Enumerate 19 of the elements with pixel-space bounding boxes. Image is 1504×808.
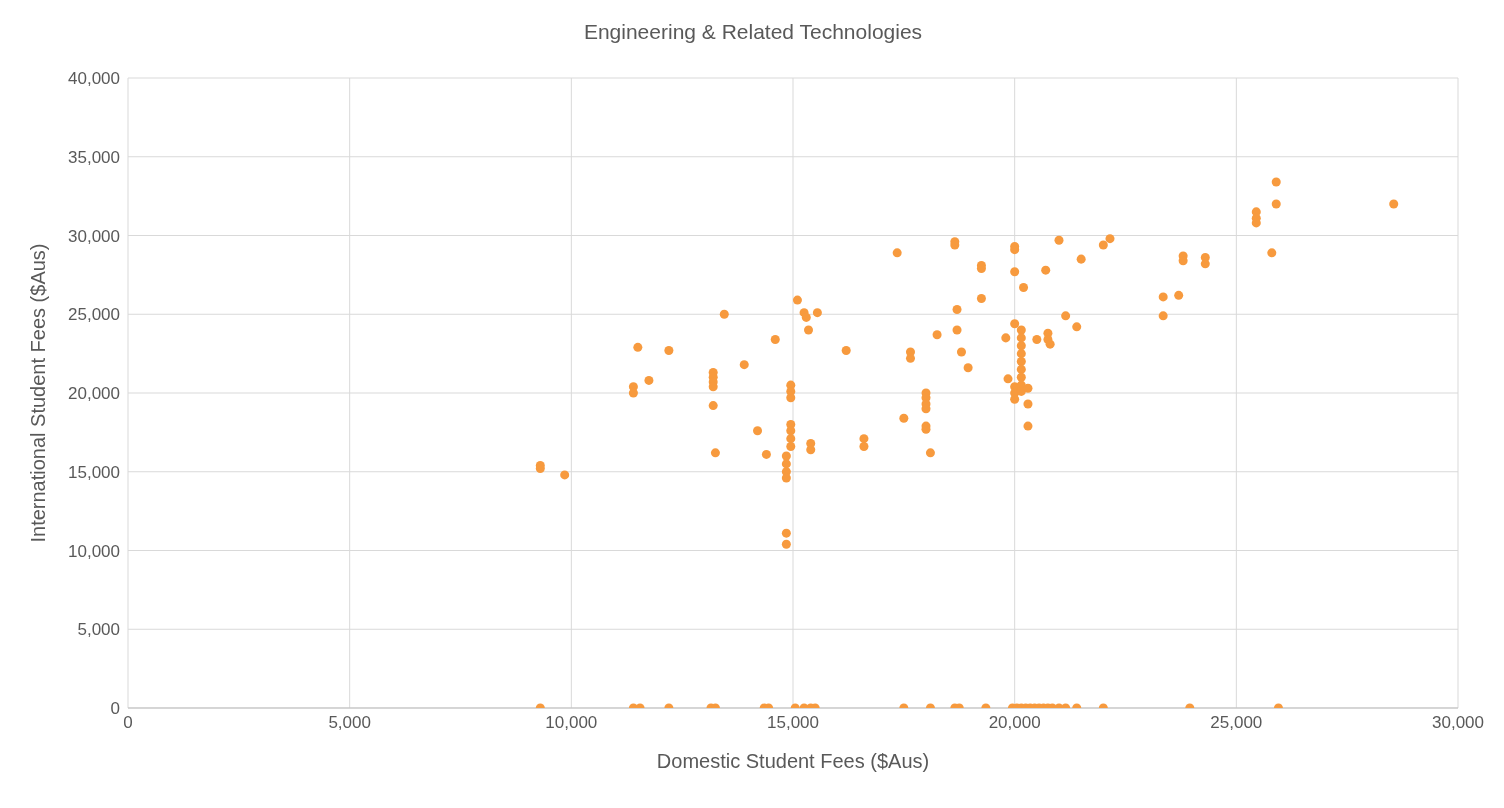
y-tick-label: 30,000 [68,226,120,246]
x-tick-label: 0 [123,713,133,733]
chart-title: Engineering & Related Technologies [582,19,924,45]
y-tick-label: 40,000 [68,69,120,89]
x-axis-title: Domestic Student Fees ($Aus) [656,750,930,772]
y-tick-label: 20,000 [68,384,120,404]
y-tick-label: 5,000 [77,620,120,640]
x-tick-label: 25,000 [1210,713,1263,733]
y-axis-title: International Student Fees ($Aus) [27,243,50,543]
y-tick-label: 10,000 [68,541,120,561]
x-tick-label: 30,000 [1432,713,1484,733]
x-tick-label: 10,000 [545,713,598,733]
x-tick-label: 15,000 [767,713,819,733]
x-tick-label: 20,000 [988,713,1041,733]
y-tick-label: 0 [110,699,120,719]
x-tick-label: 5,000 [328,713,371,733]
y-tick-label: 35,000 [68,147,120,167]
y-tick-label: 25,000 [68,305,120,325]
y-tick-label: 15,000 [68,462,120,482]
